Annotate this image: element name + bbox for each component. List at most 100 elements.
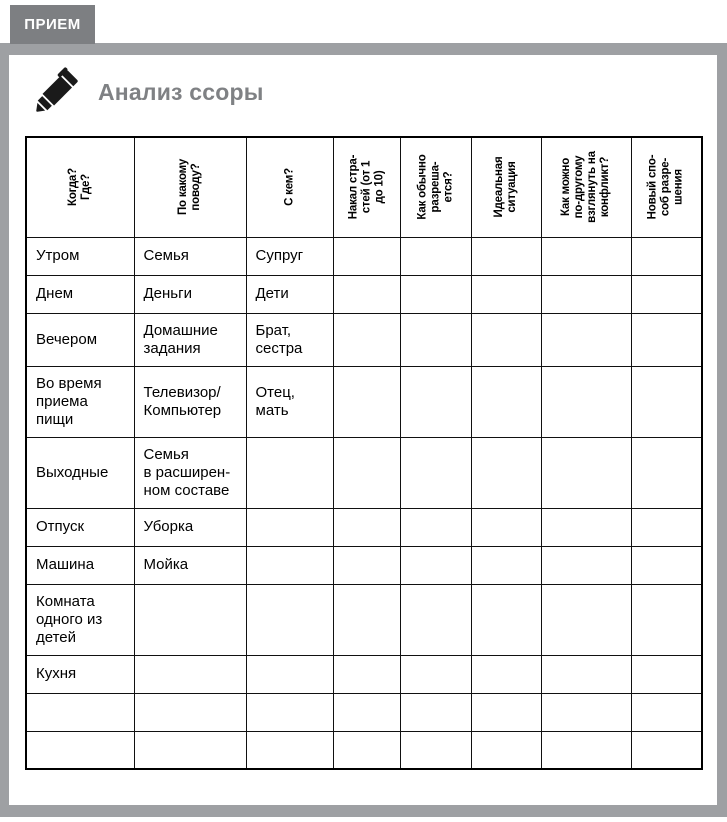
table-cell bbox=[630, 236, 703, 276]
table-cell bbox=[470, 312, 542, 367]
table-row: Комната одного из детей bbox=[25, 583, 703, 656]
table-cell bbox=[540, 274, 632, 314]
table-cell bbox=[630, 365, 703, 438]
table-cell: Телевизор/ Компьютер bbox=[133, 365, 247, 438]
table-cell bbox=[399, 507, 472, 547]
table-cell bbox=[399, 236, 472, 276]
table-cell bbox=[245, 730, 334, 770]
table-cell bbox=[332, 312, 401, 367]
table-cell bbox=[399, 274, 472, 314]
table-cell: Мойка bbox=[133, 545, 247, 585]
column-header-label: Накал стра- стей (от 1 до 10) bbox=[347, 155, 385, 220]
table-cell: Утром bbox=[25, 236, 135, 276]
table-cell bbox=[332, 654, 401, 694]
column-header: Когда? Где? bbox=[25, 136, 135, 238]
table-cell: Комната одного из детей bbox=[25, 583, 135, 656]
column-header: Накал стра- стей (от 1 до 10) bbox=[332, 136, 401, 238]
table-cell: Уборка bbox=[133, 507, 247, 547]
column-header: Идеальная ситуация bbox=[470, 136, 542, 238]
table-cell bbox=[540, 583, 632, 656]
table-cell bbox=[540, 436, 632, 509]
table-cell bbox=[630, 583, 703, 656]
table-cell bbox=[470, 507, 542, 547]
table-cell bbox=[332, 545, 401, 585]
table-cell bbox=[540, 545, 632, 585]
column-header-label: Как можно по-другому взглянуть на конфли… bbox=[560, 151, 611, 224]
page-title: Анализ ссоры bbox=[98, 78, 264, 105]
table-cell bbox=[540, 507, 632, 547]
table-cell bbox=[133, 583, 247, 656]
table-cell bbox=[540, 365, 632, 438]
table-row: Днем Деньги Дети bbox=[25, 274, 703, 314]
table-cell bbox=[332, 730, 401, 770]
table-cell bbox=[470, 692, 542, 732]
quarrel-analysis-table: Когда? Где? По какому поводу? С кем? Накал … bbox=[25, 136, 703, 770]
table-row: Кухня bbox=[25, 654, 703, 694]
table-cell bbox=[399, 654, 472, 694]
table-cell bbox=[540, 312, 632, 367]
table-cell bbox=[399, 692, 472, 732]
table-cell bbox=[332, 436, 401, 509]
table-cell: Днем bbox=[25, 274, 135, 314]
table-cell bbox=[133, 692, 247, 732]
table-cell bbox=[630, 507, 703, 547]
column-header-label: По какому поводу? bbox=[177, 159, 202, 216]
column-header: Как можно по-другому взглянуть на конфли… bbox=[540, 136, 632, 238]
column-header: С кем? bbox=[245, 136, 334, 238]
table-cell bbox=[245, 692, 334, 732]
table-cell bbox=[540, 692, 632, 732]
table-cell: Семья bbox=[133, 236, 247, 276]
table-cell bbox=[540, 730, 632, 770]
table-cell: Кухня bbox=[25, 654, 135, 694]
table-cell bbox=[630, 654, 703, 694]
column-header-label: Как обычно разреша- ется? bbox=[416, 154, 454, 220]
table-cell bbox=[470, 436, 542, 509]
table-cell bbox=[332, 507, 401, 547]
table-cell bbox=[245, 654, 334, 694]
table-header-row: Когда? Где? По какому поводу? С кем? Накал … bbox=[25, 136, 703, 238]
table-cell bbox=[630, 436, 703, 509]
pen-icon bbox=[36, 67, 78, 112]
table-cell bbox=[245, 436, 334, 509]
table-cell: Выходные bbox=[25, 436, 135, 509]
header-tab-label: ПРИЕМ bbox=[24, 16, 81, 33]
table-row: Вечером Домашние задания Брат, сестра bbox=[25, 312, 703, 367]
table-cell bbox=[399, 436, 472, 509]
table-cell: Семья в расширен- ном составе bbox=[133, 436, 247, 509]
column-header-label: Новый спо- соб разре- шения bbox=[646, 154, 685, 220]
table-cell bbox=[133, 730, 247, 770]
table-cell bbox=[399, 312, 472, 367]
table-cell bbox=[332, 692, 401, 732]
table-cell: Дети bbox=[245, 274, 334, 314]
table-row: Машина Мойка bbox=[25, 545, 703, 585]
table-cell bbox=[399, 583, 472, 656]
header-tab: ПРИЕМ bbox=[10, 5, 95, 44]
table-cell bbox=[25, 730, 135, 770]
table-cell bbox=[540, 654, 632, 694]
table-cell: Отпуск bbox=[25, 507, 135, 547]
table-row bbox=[25, 692, 703, 732]
table-cell bbox=[332, 274, 401, 314]
table-cell bbox=[245, 583, 334, 656]
table-cell: Вечером bbox=[25, 312, 135, 367]
table-cell bbox=[630, 274, 703, 314]
table-cell bbox=[332, 583, 401, 656]
table-cell: Домашние задания bbox=[133, 312, 247, 367]
table-cell bbox=[470, 274, 542, 314]
table-cell bbox=[630, 312, 703, 367]
table-cell bbox=[470, 545, 542, 585]
table-cell bbox=[470, 654, 542, 694]
column-header-label: Идеальная ситуация bbox=[493, 156, 518, 218]
table-row bbox=[25, 730, 703, 770]
table-cell bbox=[470, 730, 542, 770]
table-row: Во время приема пищи Телевизор/ Компьютер… bbox=[25, 365, 703, 438]
column-header: По какому поводу? bbox=[133, 136, 247, 238]
table-cell: Во время приема пищи bbox=[25, 365, 135, 438]
table-cell: Машина bbox=[25, 545, 135, 585]
table-cell bbox=[399, 545, 472, 585]
column-header-label: С кем? bbox=[283, 168, 295, 207]
table-cell bbox=[399, 365, 472, 438]
table-cell bbox=[630, 730, 703, 770]
table-cell bbox=[470, 583, 542, 656]
